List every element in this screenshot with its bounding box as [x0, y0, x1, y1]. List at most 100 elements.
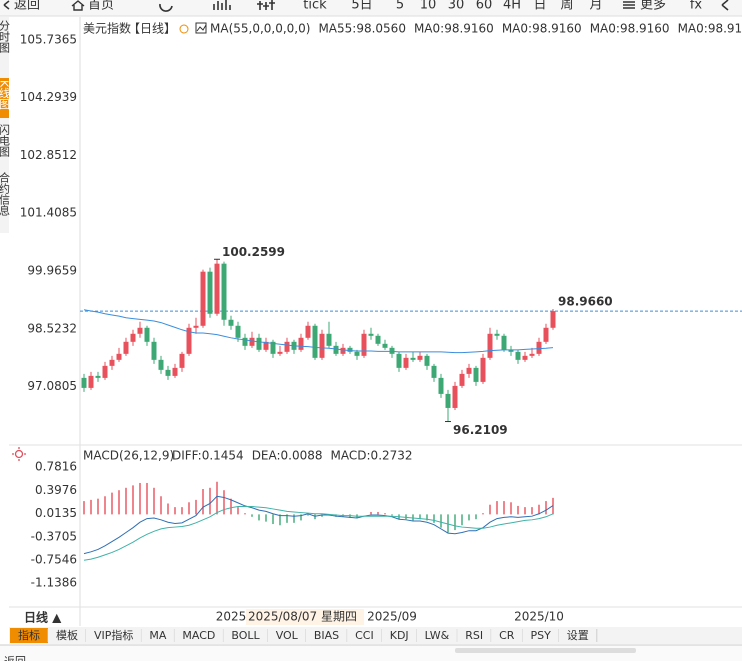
collapse-icon[interactable] — [721, 0, 729, 11]
side-tab[interactable]: 闪电图 — [0, 123, 11, 158]
indicator-tab[interactable]: BIAS — [305, 628, 348, 643]
candle-icon[interactable] — [257, 0, 275, 10]
macd-title: MACD(26,12,9) — [83, 449, 174, 463]
tab-label[interactable]: RSI — [465, 629, 483, 642]
tab-label[interactable]: VOL — [276, 629, 299, 642]
indicator-tab[interactable]: 设置 — [558, 628, 598, 643]
y-tick-label: -0.3705 — [31, 529, 77, 543]
toolbar-item[interactable]: 5日 — [351, 0, 372, 13]
candle-body — [417, 355, 423, 360]
y-tick-label: 104.2939 — [20, 90, 77, 104]
candle-body — [263, 341, 269, 350]
candle-body — [515, 351, 521, 360]
refresh-icon[interactable] — [159, 3, 173, 12]
toolbar-item[interactable]: 月 — [589, 0, 602, 13]
home-icon — [71, 0, 85, 11]
tab-label[interactable]: MACD — [182, 629, 215, 642]
indicator-label: MA0:98.9160 — [678, 22, 742, 36]
tab-label[interactable]: VIP指标 — [94, 628, 133, 642]
high-label: 100.2599 — [222, 245, 285, 259]
toolbar-item[interactable]: 60 — [476, 0, 493, 13]
candle-body — [151, 341, 157, 360]
crosshair-box — [246, 609, 364, 625]
toolbar-item[interactable]: 30 — [448, 0, 465, 13]
toolbar-item[interactable]: 4H — [503, 0, 521, 13]
tab-label[interactable]: KDJ — [390, 629, 409, 642]
toolbar-item[interactable]: 日 — [533, 0, 546, 13]
indicator-tab[interactable]: BOLL — [223, 628, 269, 643]
candle-body — [361, 333, 367, 356]
toolbar-item[interactable]: 返回 — [14, 0, 40, 13]
indicator-tab[interactable]: CR — [491, 628, 523, 643]
tab-label[interactable]: PSY — [530, 629, 551, 642]
tab-bg — [141, 628, 175, 643]
candle-body — [424, 355, 430, 366]
candle-body — [410, 357, 416, 360]
period-label[interactable]: 日线 ▲ — [24, 610, 62, 625]
candle-body — [179, 353, 185, 368]
tab-label[interactable]: BOLL — [231, 629, 260, 642]
indicator-tab[interactable]: PSY — [522, 628, 560, 643]
tab-label[interactable]: MA — [149, 629, 166, 642]
indicator-tab[interactable]: KDJ — [381, 628, 418, 643]
indicator-tab[interactable]: 模板 — [48, 628, 87, 643]
tab-label[interactable]: 指标 — [18, 628, 40, 642]
indicator-tab[interactable]: MACD — [174, 628, 224, 643]
toolbar-item[interactable]: 周 — [560, 0, 573, 13]
toolbar: 返回 首页 tick 5日 5 10 30 60 4H 日 周 月 更多 fx — [0, 0, 742, 17]
indicator-tab[interactable]: VIP指标 — [86, 628, 142, 643]
tab-bg — [381, 628, 417, 643]
tab-label[interactable]: 设置 — [567, 629, 589, 642]
toolbar-item[interactable]: tick — [303, 0, 327, 13]
macd-settings-icon[interactable] — [14, 449, 24, 459]
footer-back[interactable]: 返回 — [4, 655, 26, 661]
indicator-label: MA(55,0,0,0,0,0) — [210, 22, 310, 36]
y-tick-label: -0.7546 — [31, 552, 77, 566]
macd-settings-rays — [12, 447, 26, 461]
indicator-tab[interactable]: MA — [141, 628, 175, 643]
candle-body — [333, 345, 339, 354]
menu-icon[interactable] — [623, 1, 635, 9]
toolbar-item[interactable]: 首页 — [88, 0, 114, 13]
indicator-icon[interactable] — [195, 22, 207, 34]
candle-body — [403, 357, 409, 368]
bar-chart-icon[interactable] — [213, 0, 231, 10]
candle-body — [340, 347, 346, 354]
candle-body — [186, 327, 192, 354]
toolbar-item[interactable]: fx — [690, 0, 703, 13]
indicator-tab[interactable]: VOL — [267, 628, 307, 643]
indicator-tab[interactable]: 指标 — [10, 628, 49, 643]
tab-label[interactable]: CCI — [355, 629, 374, 642]
candle-body — [431, 365, 437, 378]
candle-body — [137, 327, 143, 334]
side-tab[interactable]: 分时图 — [0, 20, 11, 54]
candle-body — [375, 335, 381, 344]
side-tab[interactable]: 合约信息 — [0, 171, 11, 216]
candle-body — [95, 375, 101, 378]
toolbar-item[interactable]: 5 — [396, 0, 404, 13]
indicator-tab[interactable]: CCI — [347, 628, 383, 643]
tab-bg — [347, 628, 382, 643]
y-tick-label: 99.9659 — [27, 264, 77, 278]
tab-label[interactable]: 模板 — [56, 628, 78, 642]
candle-body — [235, 325, 241, 338]
tab-label[interactable]: CR — [499, 629, 515, 642]
candle-body — [165, 369, 171, 376]
toolbar-item[interactable]: 10 — [420, 0, 437, 13]
side-tab[interactable]: K线图 — [0, 80, 11, 110]
back-icon — [3, 0, 10, 10]
candle-body — [529, 353, 535, 356]
tab-bg — [522, 628, 559, 643]
candle-body — [270, 341, 276, 354]
indicator-tab[interactable]: LW& — [416, 628, 458, 643]
tab-bg — [48, 628, 86, 643]
tab-label[interactable]: LW& — [425, 629, 450, 642]
scrollbar[interactable] — [455, 648, 636, 653]
candle-body — [326, 333, 332, 346]
settings-icon[interactable] — [179, 24, 189, 34]
side-tab-active — [0, 78, 9, 118]
indicator-tab[interactable]: RSI — [457, 628, 492, 643]
toolbar-item[interactable]: 更多 — [640, 0, 666, 13]
tab-label[interactable]: BIAS — [314, 629, 339, 642]
